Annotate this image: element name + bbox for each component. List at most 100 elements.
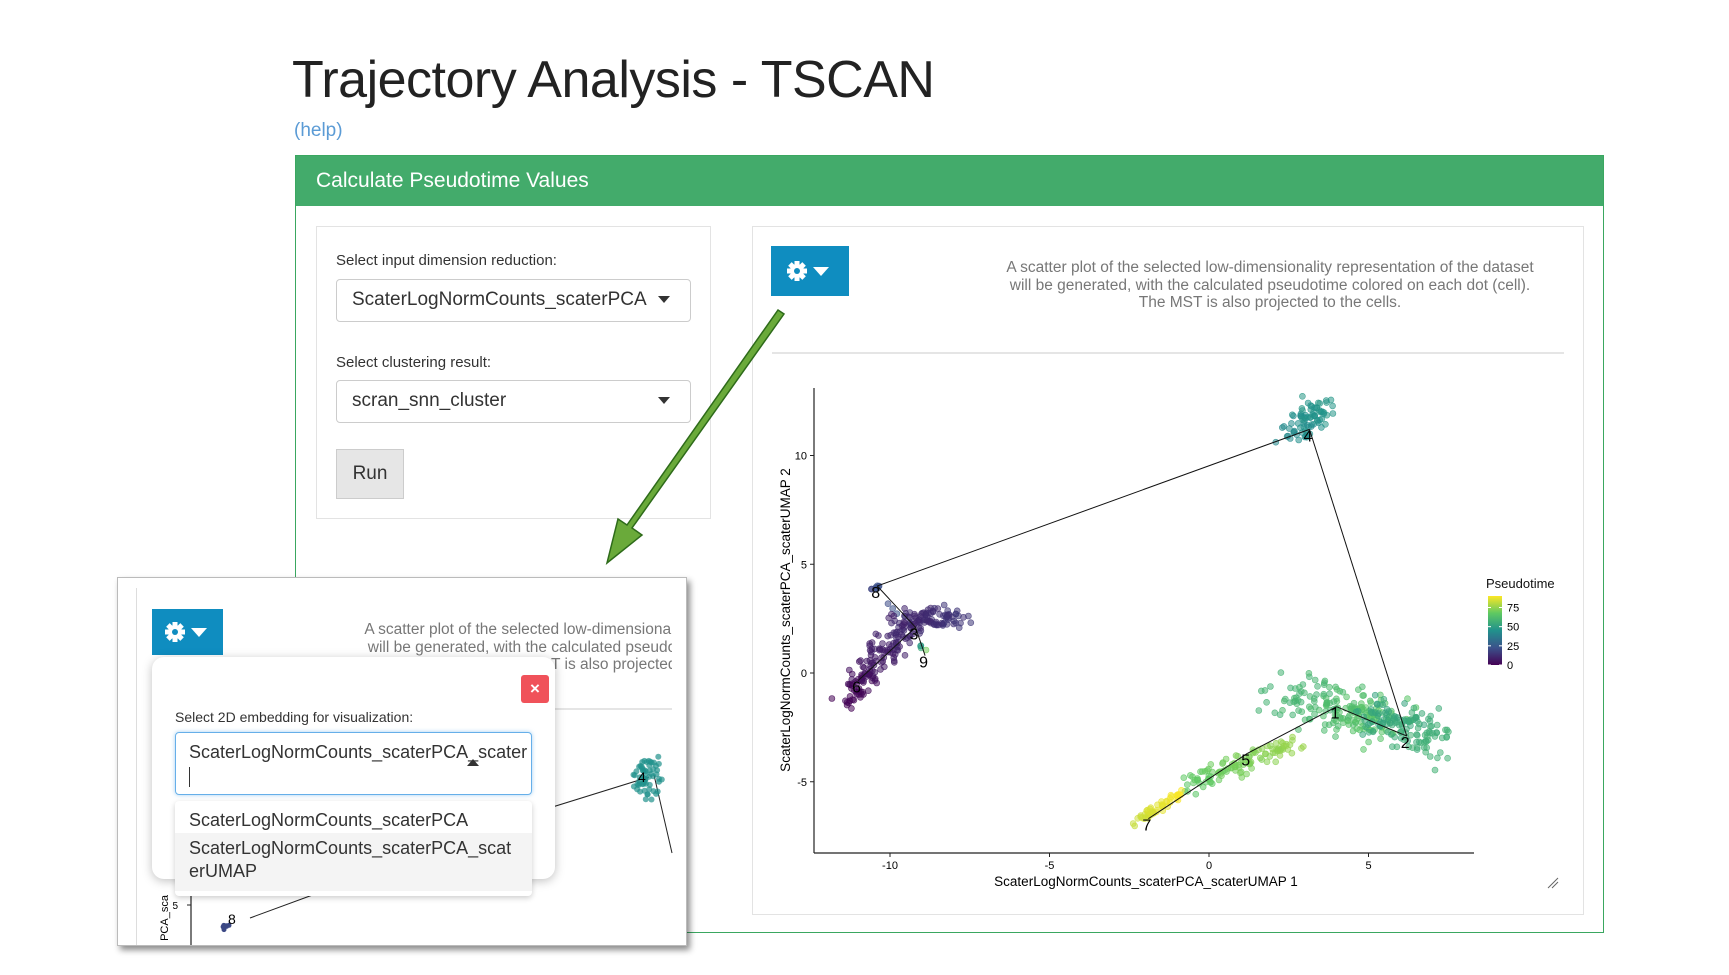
cluster-label: 8 [228,911,236,927]
x-tick-label: -10 [882,860,898,872]
cell-point [879,646,886,653]
cell-point [1358,703,1366,711]
cell-point [642,771,649,778]
cell-point [1173,792,1181,799]
cell-point [1326,683,1333,691]
cell-point [1332,683,1339,691]
cell-point [654,788,661,795]
mst-edge [857,626,916,681]
cell-point [646,781,653,788]
cell-point [901,651,909,659]
cell-point [1297,424,1304,432]
cell-point [1359,731,1366,738]
embedding-select-input[interactable]: ScaterLogNormCounts_scaterPCA_scater [175,732,532,795]
mst-edge [1309,429,1408,737]
option-scaterpca[interactable]: ScaterLogNormCounts_scaterPCA [189,810,469,830]
x-tick-label: -5 [1045,860,1055,872]
cell-point [901,605,908,612]
cell-point [1289,736,1296,744]
cell-point [1437,749,1444,756]
cell-point [1299,681,1307,688]
cell-point [1429,729,1436,737]
cell-point [1330,716,1338,724]
cell-point [893,640,900,648]
description-line: will be generated, with the calculated p… [1009,276,1531,294]
gear-icon [787,261,829,281]
cell-point [1237,769,1244,777]
chevron-down-icon [658,296,670,303]
cell-point [1258,756,1265,763]
cell-point [1323,700,1330,708]
cell-point [1307,423,1315,430]
mst-edge [876,585,916,628]
close-button[interactable]: × [521,675,549,703]
cell-point [1275,745,1282,752]
cell-point [857,657,864,664]
cell-point [221,922,227,928]
cell-point [1320,690,1327,698]
mst-edge [1247,706,1337,754]
cell-point [1340,719,1347,727]
cell-point [1311,710,1318,718]
cell-point [868,659,875,667]
cell-point [638,763,645,770]
cluster-label: 8 [871,585,880,602]
cell-point [1180,774,1188,782]
legend-tick-label: 25 [1507,641,1519,653]
cluster-label: Select clustering result: [336,354,492,371]
cell-point [890,657,898,665]
cell-point [1332,733,1339,740]
cell-point [1391,733,1398,741]
cell-point [1401,700,1408,707]
embedding-label: Select 2D embedding for visualization: [175,709,414,725]
cell-point [1267,742,1274,750]
embedding-popup-inset: A scatter plot of the selected low-dimen… [117,577,687,946]
cell-point [860,677,868,685]
option-scaterumap[interactable]: ScaterLogNormCounts_scaterPCA_scat erUMA… [175,833,532,891]
cell-point [1315,419,1322,427]
cell-point [1365,738,1372,746]
cluster-label: 4 [1303,428,1312,445]
cell-point [1299,416,1307,423]
cell-point [1397,734,1405,742]
cell-point [1384,728,1392,736]
run-button[interactable]: Run [336,449,404,499]
cell-point [889,605,897,612]
embedding-input-value: ScaterLogNormCounts_scaterPCA_scater [189,742,528,762]
cell-point [1389,743,1396,751]
help-link[interactable]: (help) [294,120,343,141]
cell-point [1298,744,1305,752]
cell-point [880,663,888,671]
plot-settings-button[interactable] [152,609,223,655]
cluster-label: 3 [910,626,919,643]
cell-point [1369,728,1377,736]
legend-tick-label: 75 [1507,603,1519,615]
option-label-line: erUMAP [189,861,258,881]
cell-point [1407,717,1414,724]
cell-point [860,691,867,698]
cell-point [1377,735,1384,743]
cell-point [1434,754,1441,762]
cell-point [1375,710,1382,717]
cell-point [917,624,924,632]
cell-point [1413,731,1420,738]
cell-point [889,650,897,657]
cell-point [914,617,922,625]
cell-point [1412,714,1420,722]
cell-point [1385,713,1393,721]
text-cursor [189,767,190,787]
cell-point [1314,682,1321,690]
resize-handle-icon [1547,877,1559,889]
cell-point [1371,691,1379,699]
cell-point [1272,758,1279,766]
cell-point [1410,704,1418,712]
cell-point [1339,688,1347,696]
cell-point [1311,676,1319,684]
plot-settings-button[interactable] [771,246,849,296]
cell-point [864,687,872,695]
cell-point [1435,705,1443,712]
cell-point [1289,411,1296,419]
cell-point [1422,748,1429,756]
cell-point [1312,703,1319,711]
cell-point [1189,773,1196,781]
